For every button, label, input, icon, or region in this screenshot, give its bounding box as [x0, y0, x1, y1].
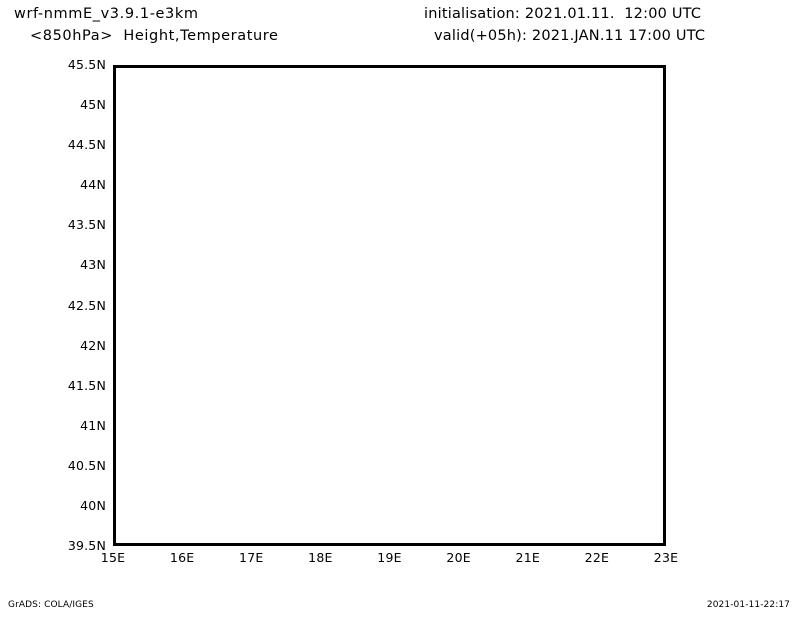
- y-axis-tick-label: 40N: [80, 497, 106, 513]
- y-axis-tick-label: 44N: [80, 177, 106, 193]
- valid-time: valid(+05h): 2021.JAN.11 17:00 UTC: [434, 28, 706, 44]
- chart-header: wrf-nmmE_v3.9.1-e3km <850hPa> Height,Tem…: [0, 0, 800, 56]
- y-axis-tick-label: 39.5N: [67, 538, 106, 553]
- x-axis-tick-label: 23E: [653, 550, 679, 565]
- y-axis-tick-label: 45N: [80, 97, 106, 113]
- x-axis-tick-label: 18E: [308, 550, 333, 565]
- x-axis-tick-label: 22E: [584, 550, 610, 565]
- x-axis-tick-label: 17E: [239, 550, 264, 565]
- x-axis-tick-label: 20E: [446, 550, 471, 565]
- y-axis-tick-label: 42.5N: [67, 297, 106, 313]
- x-axis-tick-label: 21E: [515, 550, 540, 565]
- y-axis-tick-label: 43.5N: [67, 217, 106, 233]
- x-axis-tick-label: 19E: [377, 550, 402, 565]
- render-timestamp: 2021-01-11-22:17: [706, 600, 790, 610]
- y-axis-tick-label: 45.5N: [67, 57, 106, 72]
- y-axis-tick-label: 41N: [80, 417, 106, 433]
- y-axis-tick-label: 41.5N: [67, 377, 106, 393]
- y-axis-tick-label: 43N: [80, 257, 106, 273]
- contour-map-plot: -10-8-2-2-8-6-8-2-8-40-8-6-8-8-4-8-6-8-8…: [113, 65, 666, 546]
- plot-frame: [113, 65, 666, 546]
- y-axis-tick-label: 42N: [80, 337, 106, 353]
- y-axis-tick-label: 44.5N: [67, 137, 106, 153]
- model-name: wrf-nmmE_v3.9.1-e3km: [14, 6, 199, 22]
- field-description: <850hPa> Height,Temperature: [30, 28, 279, 44]
- x-axis-tick-label: 15E: [100, 550, 126, 565]
- initialisation-time: initialisation: 2021.01.11. 12:00 UTC: [424, 6, 702, 22]
- grads-source-label: GrADS: COLA/IGES: [8, 600, 94, 610]
- y-axis-tick-label: 40.5N: [67, 457, 106, 473]
- x-axis-tick-label: 16E: [169, 550, 195, 565]
